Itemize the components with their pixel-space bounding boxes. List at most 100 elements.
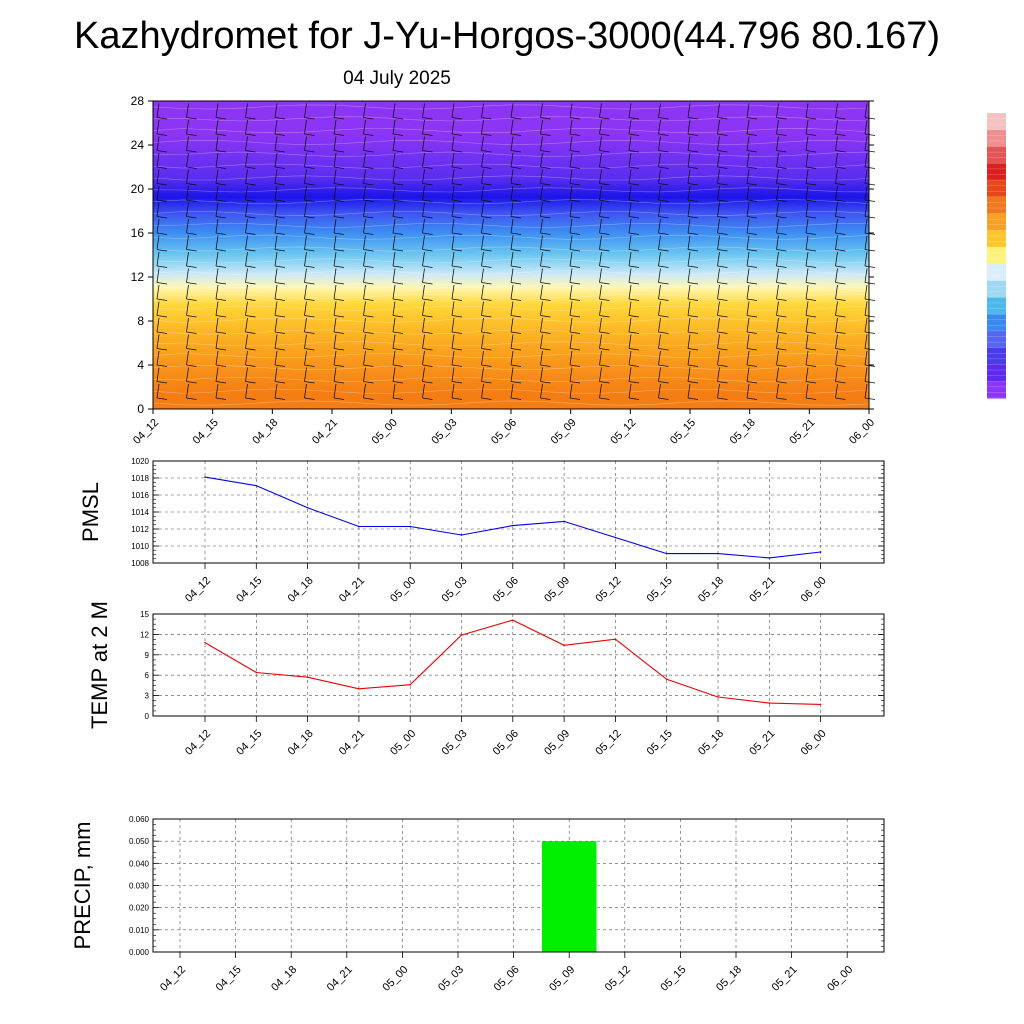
wind-barb-feather xyxy=(422,265,433,268)
wind-barb xyxy=(776,119,779,135)
wind-barb xyxy=(215,334,219,349)
wind-barb xyxy=(510,185,514,201)
wind-barb-feather xyxy=(746,199,758,202)
wind-barb-feather xyxy=(717,166,728,169)
wind-barb xyxy=(805,268,809,283)
wind-barb-feather xyxy=(274,265,286,268)
wind-barb-feather xyxy=(451,166,463,169)
wind-barb-feather xyxy=(658,166,669,169)
wind-barb-feather xyxy=(392,249,404,252)
wind-barb-feather xyxy=(333,216,345,219)
wind-barb-feather xyxy=(717,315,728,318)
wind-barb xyxy=(186,334,189,349)
ytick-label: 0.030 xyxy=(129,882,150,891)
chart-title: Kazhydromet for J-Yu-Horgos-3000(44.796 … xyxy=(74,15,940,57)
wind-barb xyxy=(392,350,396,366)
wind-barb-feather xyxy=(864,166,876,169)
wind-barb xyxy=(392,334,396,349)
wind-barb-feather xyxy=(746,348,758,351)
wind-barb xyxy=(363,350,366,366)
wind-barb-feather xyxy=(245,216,256,219)
wind-barb xyxy=(746,334,750,349)
wind-barb-feather xyxy=(274,364,286,367)
wind-barb-feather xyxy=(864,265,876,268)
wind-barb xyxy=(186,103,189,118)
wind-barb-feather xyxy=(687,348,699,351)
wind-barb xyxy=(569,103,573,118)
wind-barb xyxy=(540,268,543,283)
wind-barb-feather xyxy=(540,133,551,136)
wind-barb-feather xyxy=(186,150,197,153)
wind-barb-feather xyxy=(363,133,374,136)
wind-barb xyxy=(805,136,809,151)
wind-barb xyxy=(658,268,661,283)
wind-barb xyxy=(481,251,484,267)
wind-barb-feather xyxy=(628,397,640,400)
wind-barb-feather xyxy=(540,183,551,186)
contour-line xyxy=(152,139,870,145)
wind-barb-feather xyxy=(805,183,817,186)
data-point xyxy=(717,696,719,698)
wind-barb-feather xyxy=(333,348,345,351)
wind-barb-feather xyxy=(274,282,286,285)
wind-barb xyxy=(717,284,720,300)
wind-barb xyxy=(245,268,248,283)
wind-barb-feather xyxy=(186,397,197,400)
wind-barb-feather xyxy=(304,265,315,268)
xtick-label: 05_00 xyxy=(388,728,418,758)
wind-barb-feather xyxy=(776,249,787,252)
wind-barb xyxy=(156,317,160,333)
wind-barb-feather xyxy=(481,133,492,136)
wind-barb-feather xyxy=(156,183,168,186)
wind-barb-feather xyxy=(451,249,463,252)
wind-barb-feather xyxy=(392,315,404,318)
colorbar-swatch xyxy=(987,280,1006,299)
wind-barb xyxy=(510,119,514,135)
wind-barb xyxy=(392,268,396,283)
wind-barb xyxy=(569,334,573,349)
wind-barb xyxy=(481,152,484,168)
wind-barb xyxy=(687,169,691,184)
wind-barb xyxy=(274,284,278,300)
wind-barb xyxy=(156,169,160,184)
wind-barb-feather xyxy=(776,315,787,318)
wind-barb-feather xyxy=(717,298,728,301)
wind-barb-feather xyxy=(805,265,817,268)
wind-barb xyxy=(245,383,248,399)
wind-barb-feather xyxy=(746,381,758,384)
wind-barb xyxy=(363,301,366,316)
wind-barb xyxy=(569,119,573,135)
wind-barb xyxy=(687,251,691,267)
wind-barb xyxy=(333,251,337,267)
wind-barb xyxy=(510,268,514,283)
wind-barb xyxy=(717,317,720,333)
wind-barb xyxy=(363,103,366,118)
wind-barb xyxy=(835,334,838,349)
wind-barb-feather xyxy=(215,150,227,153)
wind-barb-feather xyxy=(569,216,581,219)
wind-barb xyxy=(333,367,337,382)
wind-barb xyxy=(304,350,307,366)
data-point xyxy=(358,688,360,690)
wind-barb xyxy=(599,367,602,382)
wind-barb xyxy=(451,367,455,382)
wind-barb xyxy=(510,383,514,399)
wind-barb xyxy=(451,334,455,349)
heatmap-xtick-label: 06_00 xyxy=(847,417,877,447)
xtick-label: 05_06 xyxy=(492,964,522,994)
data-point xyxy=(460,534,463,536)
wind-barb-feather xyxy=(215,265,227,268)
wind-barb xyxy=(422,185,425,201)
wind-barb-feather xyxy=(245,348,256,351)
wind-barb-feather xyxy=(392,133,404,136)
wind-barb xyxy=(717,136,720,151)
wind-barb xyxy=(215,103,219,118)
colorbar-swatch xyxy=(987,314,1006,332)
xtick-label: 04_21 xyxy=(325,964,355,994)
wind-barb-feather xyxy=(422,397,433,400)
wind-barb-feather xyxy=(186,315,197,318)
wind-barb xyxy=(274,317,278,333)
wind-barb xyxy=(540,251,543,267)
xtick-label: 05_03 xyxy=(440,575,470,605)
